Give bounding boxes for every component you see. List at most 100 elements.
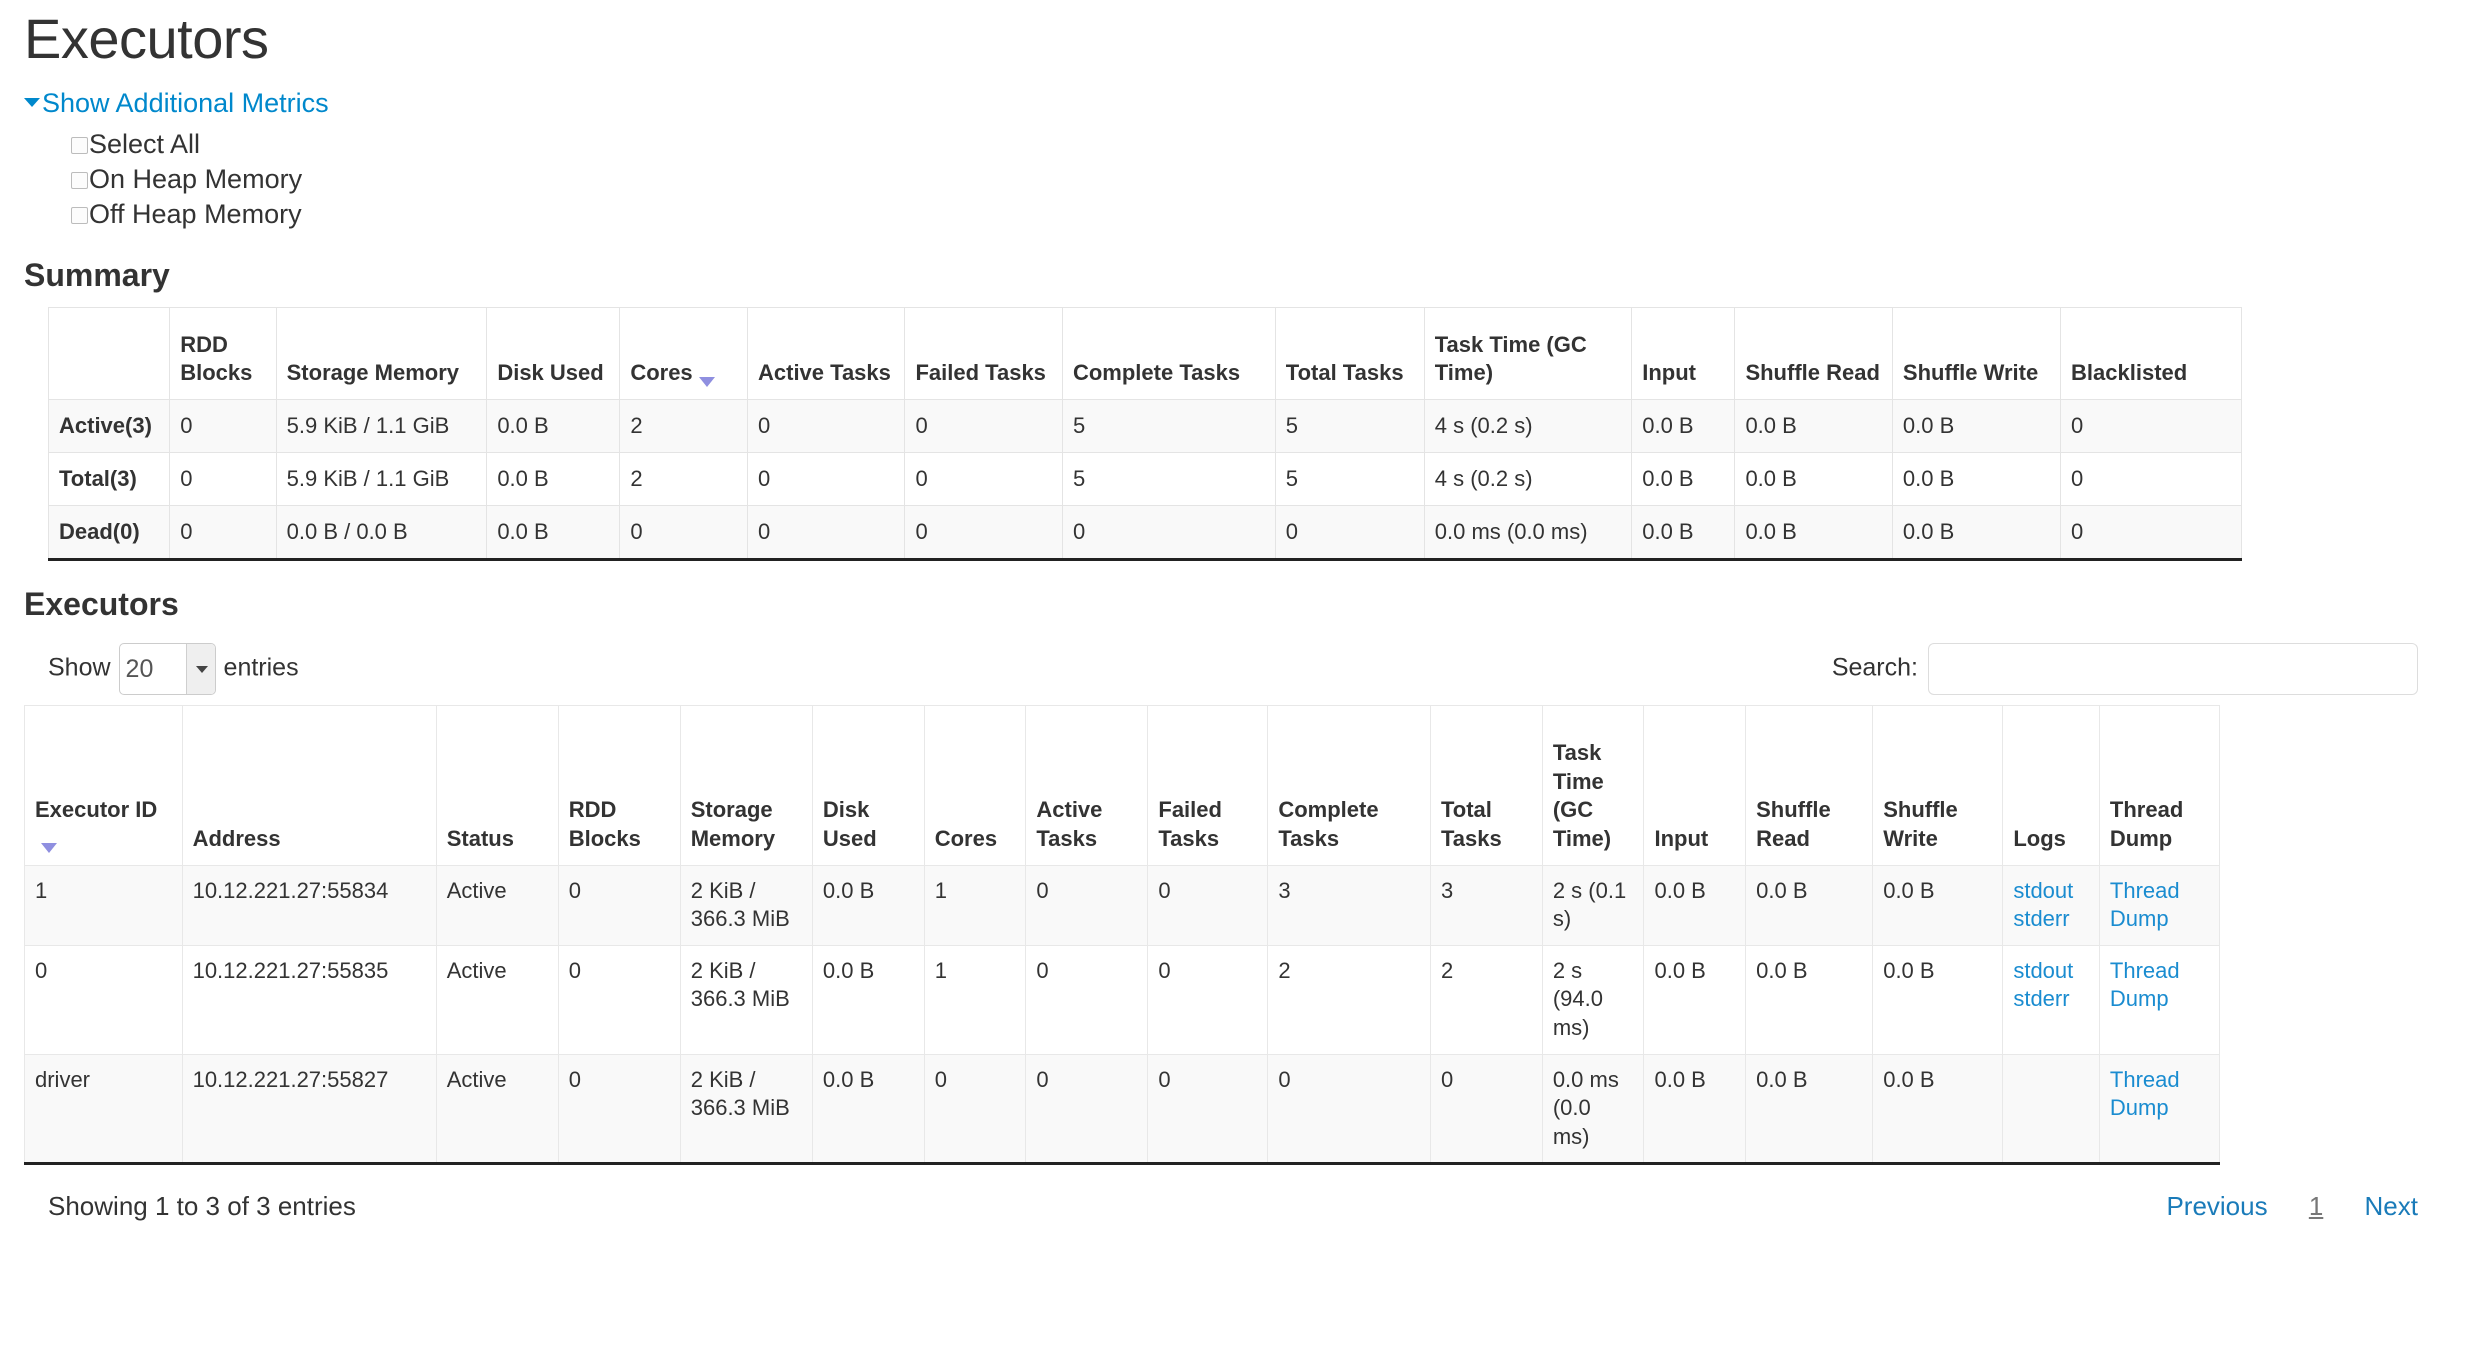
executors-page: Executors Show Additional Metrics Select… — [0, 7, 2466, 1241]
summary-col-blank[interactable] — [47, 307, 171, 401]
summary-cell-failed-tasks: 0 — [904, 505, 1063, 561]
summary-cell-disk-used: 0.0 B — [486, 505, 621, 561]
summary-cell-shuffle-read: 0.0 B — [1734, 505, 1893, 561]
col-shuffle-write[interactable]: Shuffle Write — [1872, 704, 2004, 866]
select-all-checkbox[interactable] — [71, 136, 88, 154]
summary-col-cores[interactable]: Cores — [619, 307, 748, 401]
col-active-tasks[interactable]: Active Tasks — [1025, 704, 1149, 866]
summary-cell-task-time: 4 s (0.2 s) — [1423, 452, 1633, 507]
summary-cell-shuffle-read: 0.0 B — [1734, 452, 1893, 507]
page-1-link[interactable]: 1 — [2308, 1191, 2324, 1222]
summary-row-label: Total(3) — [47, 452, 171, 507]
col-task-time[interactable]: Task Time (GC Time) — [1541, 704, 1645, 866]
cell-disk-used: 0.0 B — [811, 944, 925, 1055]
summary-col-failed-tasks[interactable]: Failed Tasks — [904, 307, 1063, 401]
summary-col-rdd-blocks[interactable]: RDD Blocks — [169, 307, 277, 401]
page-title: Executors — [24, 7, 269, 70]
cell-status: Active — [435, 864, 559, 946]
metric-option-label: Off Heap Memory — [89, 198, 302, 229]
summary-cell-rdd-blocks: 0 — [169, 505, 277, 561]
cell-logs: stdout stderr — [2002, 864, 2100, 946]
cell-storage-memory: 2 KiB / 366.3 MiB — [679, 1053, 813, 1165]
caret-down-icon — [24, 98, 40, 108]
show-additional-metrics-toggle[interactable]: Show Additional Metrics — [24, 87, 329, 121]
table-row: 1 10.12.221.27:55834 Active 0 2 KiB / 36… — [24, 864, 2221, 946]
cell-total-tasks: 0 — [1429, 1053, 1543, 1165]
stdout-link[interactable]: stdout — [2013, 957, 2074, 983]
cell-shuffle-write: 0.0 B — [1872, 864, 2004, 946]
cell-status: Active — [435, 1053, 559, 1165]
entries-label: entries — [223, 653, 299, 682]
summary-cell-total-tasks: 5 — [1274, 399, 1425, 454]
summary-col-task-time[interactable]: Task Time (GC Time) — [1423, 307, 1633, 401]
col-address[interactable]: Address — [181, 704, 437, 866]
previous-page-link[interactable]: Previous — [2166, 1191, 2268, 1222]
cell-rdd-blocks: 0 — [557, 1053, 681, 1165]
summary-col-disk-used[interactable]: Disk Used — [486, 307, 621, 401]
col-input[interactable]: Input — [1643, 704, 1747, 866]
metric-option-label: Select All — [89, 128, 201, 159]
cell-active-tasks: 0 — [1025, 1053, 1149, 1165]
summary-col-shuffle-read[interactable]: Shuffle Read — [1734, 307, 1893, 401]
page-length-control: Show 20 entries — [48, 642, 299, 695]
col-complete-tasks[interactable]: Complete Tasks — [1267, 704, 1431, 866]
summary-cell-input: 0.0 B — [1631, 505, 1736, 561]
col-failed-tasks[interactable]: Failed Tasks — [1147, 704, 1269, 866]
col-rdd-blocks[interactable]: RDD Blocks — [557, 704, 681, 866]
stderr-link[interactable]: stderr — [2013, 986, 2070, 1012]
stderr-link[interactable]: stderr — [2013, 906, 2070, 932]
entries-info: Showing 1 to 3 of 3 entries — [48, 1191, 356, 1222]
metric-option-select-all[interactable]: Select All — [71, 127, 2442, 162]
col-total-tasks[interactable]: Total Tasks — [1429, 704, 1543, 866]
on-heap-memory-checkbox[interactable] — [71, 171, 88, 189]
summary-col-complete-tasks[interactable]: Complete Tasks — [1061, 307, 1276, 401]
col-executor-id[interactable]: Executor ID — [24, 704, 183, 866]
summary-cell-blacklisted: 0 — [2060, 399, 2242, 454]
cell-executor-id: 1 — [24, 864, 183, 946]
summary-row-label: Dead(0) — [47, 505, 171, 561]
col-storage-memory[interactable]: Storage Memory — [679, 704, 813, 866]
table-row: Dead(0) 0 0.0 B / 0.0 B 0.0 B 0 0 0 0 0 … — [47, 505, 2242, 561]
page-length-select-wrap[interactable]: 20 — [111, 642, 224, 695]
col-cores[interactable]: Cores — [923, 704, 1027, 866]
cell-active-tasks: 0 — [1025, 864, 1149, 946]
summary-cell-disk-used: 0.0 B — [486, 452, 621, 507]
show-label: Show — [48, 653, 111, 682]
summary-col-shuffle-write[interactable]: Shuffle Write — [1891, 307, 2062, 401]
col-thread-dump[interactable]: Thread Dump — [2098, 704, 2221, 866]
stdout-link[interactable]: stdout — [2013, 877, 2074, 903]
search-input[interactable] — [1928, 642, 2418, 695]
cell-input: 0.0 B — [1643, 1053, 1747, 1165]
col-shuffle-read[interactable]: Shuffle Read — [1745, 704, 1874, 866]
sort-desc-icon — [698, 376, 715, 387]
next-page-link[interactable]: Next — [2364, 1191, 2418, 1222]
summary-col-blacklisted[interactable]: Blacklisted — [2060, 307, 2242, 401]
off-heap-memory-checkbox[interactable] — [71, 206, 88, 224]
thread-dump-link[interactable]: Thread Dump — [2109, 1066, 2180, 1121]
cell-cores: 0 — [923, 1053, 1027, 1165]
cell-input: 0.0 B — [1643, 944, 1747, 1055]
cell-cores: 1 — [923, 944, 1027, 1055]
col-disk-used[interactable]: Disk Used — [811, 704, 925, 866]
summary-header-row: RDD Blocks Storage Memory Disk Used Core… — [47, 307, 2242, 401]
metric-option-on-heap-memory[interactable]: On Heap Memory — [71, 162, 2442, 197]
cell-shuffle-read: 0.0 B — [1745, 864, 1874, 946]
summary-col-total-tasks[interactable]: Total Tasks — [1274, 307, 1425, 401]
summary-col-storage-memory[interactable]: Storage Memory — [275, 307, 488, 401]
thread-dump-link[interactable]: Thread Dump — [2109, 877, 2180, 932]
metric-option-off-heap-memory[interactable]: Off Heap Memory — [71, 197, 2442, 232]
cell-logs: stdout stderr — [2002, 944, 2100, 1055]
summary-col-active-tasks[interactable]: Active Tasks — [746, 307, 906, 401]
col-logs[interactable]: Logs — [2002, 704, 2100, 866]
thread-dump-link[interactable]: Thread Dump — [2109, 957, 2180, 1012]
page-length-select[interactable]: 20 — [118, 642, 216, 695]
col-status[interactable]: Status — [435, 704, 559, 866]
cell-executor-id: driver — [24, 1053, 183, 1165]
cell-thread-dump: Thread Dump — [2098, 944, 2221, 1055]
summary-col-input[interactable]: Input — [1631, 307, 1736, 401]
cell-disk-used: 0.0 B — [811, 1053, 925, 1165]
summary-cell-active-tasks: 0 — [746, 505, 906, 561]
summary-cell-task-time: 4 s (0.2 s) — [1423, 399, 1633, 454]
summary-cell-storage-memory: 5.9 KiB / 1.1 GiB — [275, 452, 488, 507]
cell-disk-used: 0.0 B — [811, 864, 925, 946]
